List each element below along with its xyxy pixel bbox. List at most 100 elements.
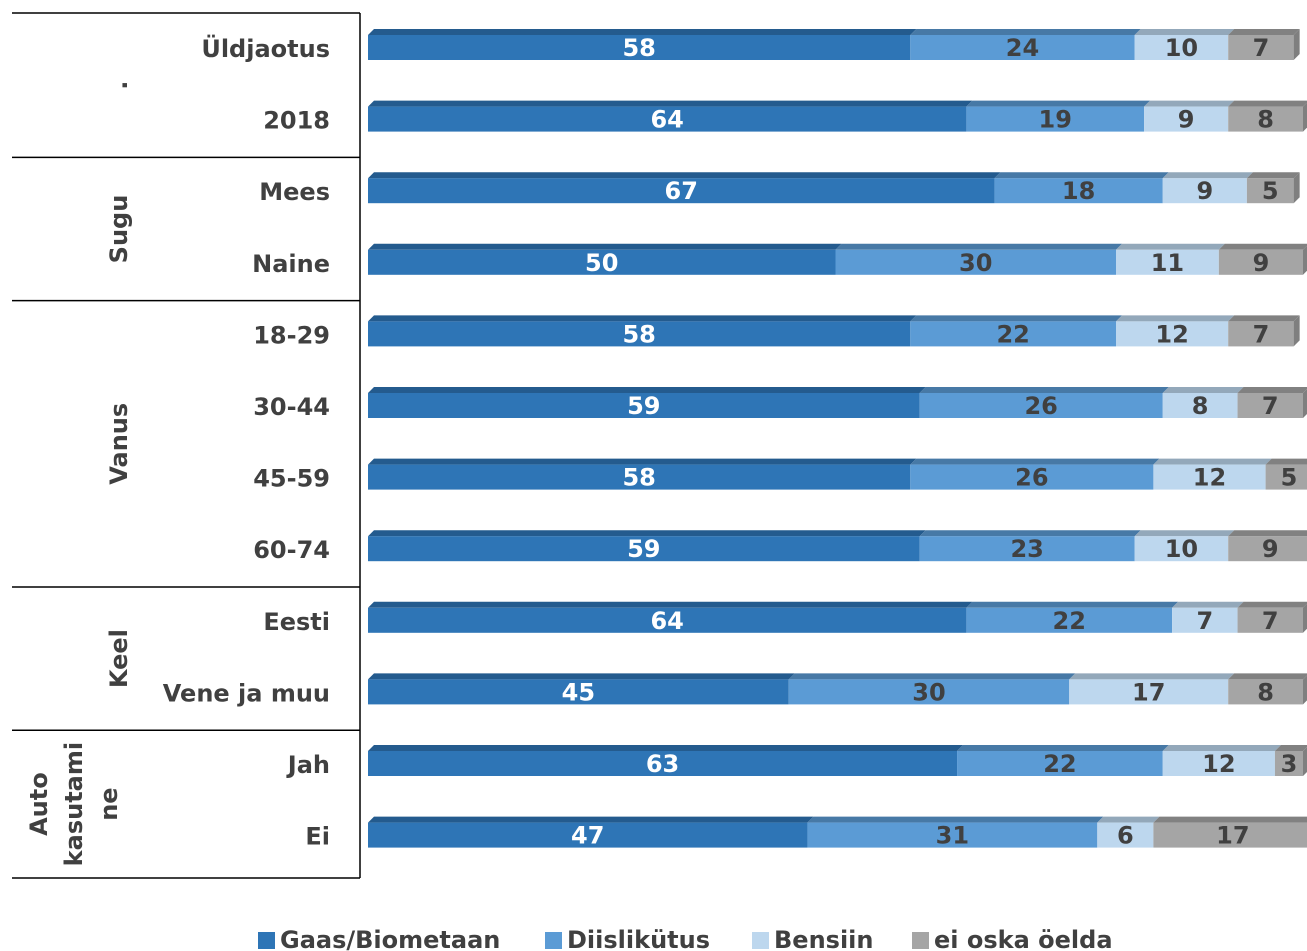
bar-top bbox=[1265, 458, 1307, 465]
value-label: 58 bbox=[622, 464, 655, 492]
value-label: 6 bbox=[1117, 822, 1134, 850]
bar-segment: 45 bbox=[368, 673, 795, 706]
bar bbox=[966, 106, 1145, 132]
value-label: 26 bbox=[1015, 464, 1048, 492]
bar-segment: 6 bbox=[1097, 816, 1160, 850]
bar-segment: 9 bbox=[1144, 100, 1235, 134]
bar-segment: 8 bbox=[1228, 673, 1307, 706]
bar bbox=[1237, 607, 1303, 633]
bar bbox=[919, 393, 1163, 418]
value-label: 18 bbox=[1062, 177, 1095, 205]
bar-top bbox=[368, 601, 973, 608]
bar-top bbox=[1274, 745, 1307, 751]
bar-segment: 5 bbox=[1246, 172, 1300, 205]
bar-top bbox=[1228, 29, 1300, 35]
bar-segment: 8 bbox=[1162, 387, 1244, 420]
bar-segment: 19 bbox=[966, 100, 1151, 134]
bar-top bbox=[919, 530, 1141, 537]
bar-top bbox=[1162, 745, 1281, 751]
bar-segment: 12 bbox=[1153, 458, 1272, 492]
legend-swatch bbox=[545, 932, 562, 949]
bar bbox=[1246, 178, 1294, 204]
bar-segment: 26 bbox=[910, 458, 1160, 492]
bar bbox=[1265, 464, 1307, 490]
bar-segment: 67 bbox=[368, 172, 1001, 205]
bar-segment: 58 bbox=[368, 315, 917, 348]
bar-top bbox=[788, 673, 1076, 680]
bar-top bbox=[368, 387, 926, 393]
bar-top bbox=[910, 29, 1141, 35]
bar-segment: 17 bbox=[1153, 816, 1307, 850]
bar-top bbox=[1228, 315, 1300, 322]
value-label: 8 bbox=[1192, 392, 1209, 420]
value-label: 22 bbox=[996, 320, 1029, 348]
bar-side bbox=[1303, 102, 1307, 132]
bar-segment: 5 bbox=[1265, 458, 1307, 492]
bar bbox=[919, 536, 1135, 562]
category-label: Üldjaotus bbox=[201, 33, 330, 63]
bar-top bbox=[910, 315, 1122, 322]
bar bbox=[1153, 464, 1266, 490]
bar-top bbox=[910, 458, 1160, 465]
bar-top bbox=[368, 530, 926, 537]
bar-top bbox=[1116, 315, 1235, 322]
value-label: 47 bbox=[571, 822, 604, 850]
bar-top bbox=[1172, 601, 1244, 608]
value-label: 12 bbox=[1155, 320, 1188, 348]
bar bbox=[1134, 35, 1229, 60]
bar-segment: 59 bbox=[368, 387, 926, 420]
bar-segment: 17 bbox=[1069, 673, 1235, 706]
bar-top bbox=[368, 315, 917, 322]
bar bbox=[1274, 751, 1303, 776]
bar-segment: 10 bbox=[1134, 530, 1235, 563]
bar-top bbox=[1153, 458, 1272, 465]
bar bbox=[1144, 106, 1229, 132]
legend-label: Diislikütus bbox=[567, 926, 710, 951]
bar bbox=[368, 822, 808, 848]
bar bbox=[1237, 393, 1303, 418]
bar-segment: 18 bbox=[994, 172, 1169, 205]
bar-top bbox=[1228, 673, 1307, 680]
bar-top bbox=[1228, 530, 1307, 537]
bar-segment: 30 bbox=[835, 243, 1122, 277]
bar-top bbox=[919, 387, 1169, 393]
bar bbox=[1162, 751, 1275, 776]
bar-segment: 22 bbox=[910, 315, 1122, 348]
bar bbox=[835, 249, 1116, 275]
value-label: 12 bbox=[1193, 464, 1226, 492]
bar bbox=[368, 321, 911, 347]
bar-side bbox=[1303, 603, 1307, 633]
bar-segment: 7 bbox=[1172, 601, 1244, 635]
value-label: 30 bbox=[912, 678, 945, 706]
value-label: 22 bbox=[1053, 607, 1086, 635]
bar-segment: 24 bbox=[910, 29, 1141, 62]
bar-side bbox=[1303, 747, 1307, 776]
bar-segment: 64 bbox=[368, 601, 973, 635]
bar-top bbox=[1144, 100, 1235, 107]
bar-segment: 10 bbox=[1134, 29, 1235, 62]
bar bbox=[368, 106, 967, 132]
bar-segment: 58 bbox=[368, 458, 917, 492]
bar bbox=[1228, 35, 1294, 60]
value-label: 5 bbox=[1262, 177, 1279, 205]
bar-top bbox=[1218, 243, 1307, 250]
bar-segment: 9 bbox=[1162, 172, 1253, 205]
bar-segment: 22 bbox=[957, 745, 1169, 778]
bar bbox=[1097, 822, 1154, 848]
bar-segment: 26 bbox=[919, 387, 1169, 420]
bar bbox=[1228, 321, 1294, 347]
value-label: 22 bbox=[1043, 750, 1076, 778]
bar-top bbox=[368, 100, 973, 107]
bar bbox=[910, 321, 1116, 347]
bar-segment: 50 bbox=[368, 243, 842, 277]
bar-top bbox=[966, 100, 1151, 107]
group-label: Keel bbox=[105, 629, 133, 688]
value-label: 10 bbox=[1165, 535, 1198, 563]
bar-top bbox=[368, 243, 842, 250]
bar-segment: 58 bbox=[368, 29, 917, 62]
bar-top bbox=[1162, 387, 1244, 393]
bar bbox=[368, 35, 911, 60]
bar-side bbox=[1303, 675, 1307, 705]
bar-segment: 7 bbox=[1228, 29, 1300, 62]
